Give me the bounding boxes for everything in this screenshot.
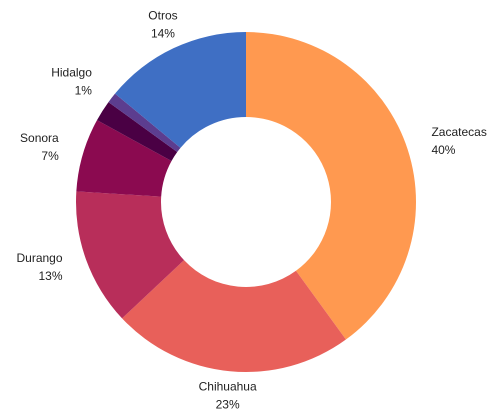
segment-label: Chihuahua	[199, 379, 257, 393]
segment-label: Sonora	[20, 131, 59, 145]
segment-value-label: 14%	[151, 27, 175, 41]
donut-segment	[76, 120, 172, 197]
segment-value-label: 13%	[38, 269, 62, 283]
segment-label: Hidalgo	[51, 66, 92, 80]
segment-value-label: 1%	[75, 84, 93, 98]
segment-label: Durango	[16, 251, 62, 265]
donut-segment	[115, 32, 246, 148]
donut-segment	[108, 93, 181, 153]
segment-value-label: 40%	[431, 143, 455, 157]
donut-segment	[122, 260, 346, 372]
donut-segment	[246, 32, 417, 340]
segment-value-label: 23%	[216, 397, 240, 411]
segment-value-label: 7%	[41, 149, 59, 163]
donut-segment	[97, 102, 178, 162]
segment-label: Otros	[148, 9, 177, 23]
donut-segment	[76, 191, 185, 319]
segment-label: Zacatecas	[431, 125, 486, 139]
